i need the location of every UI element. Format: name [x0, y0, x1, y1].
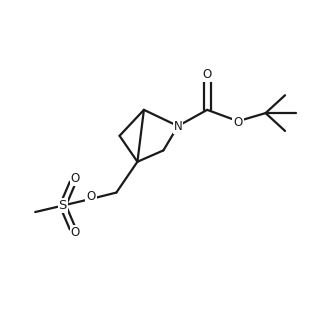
Text: O: O — [86, 190, 96, 203]
Text: O: O — [203, 68, 212, 81]
Text: S: S — [59, 199, 67, 212]
Text: O: O — [71, 226, 80, 239]
Text: O: O — [71, 173, 80, 185]
Text: O: O — [233, 116, 243, 129]
Text: N: N — [174, 119, 182, 133]
